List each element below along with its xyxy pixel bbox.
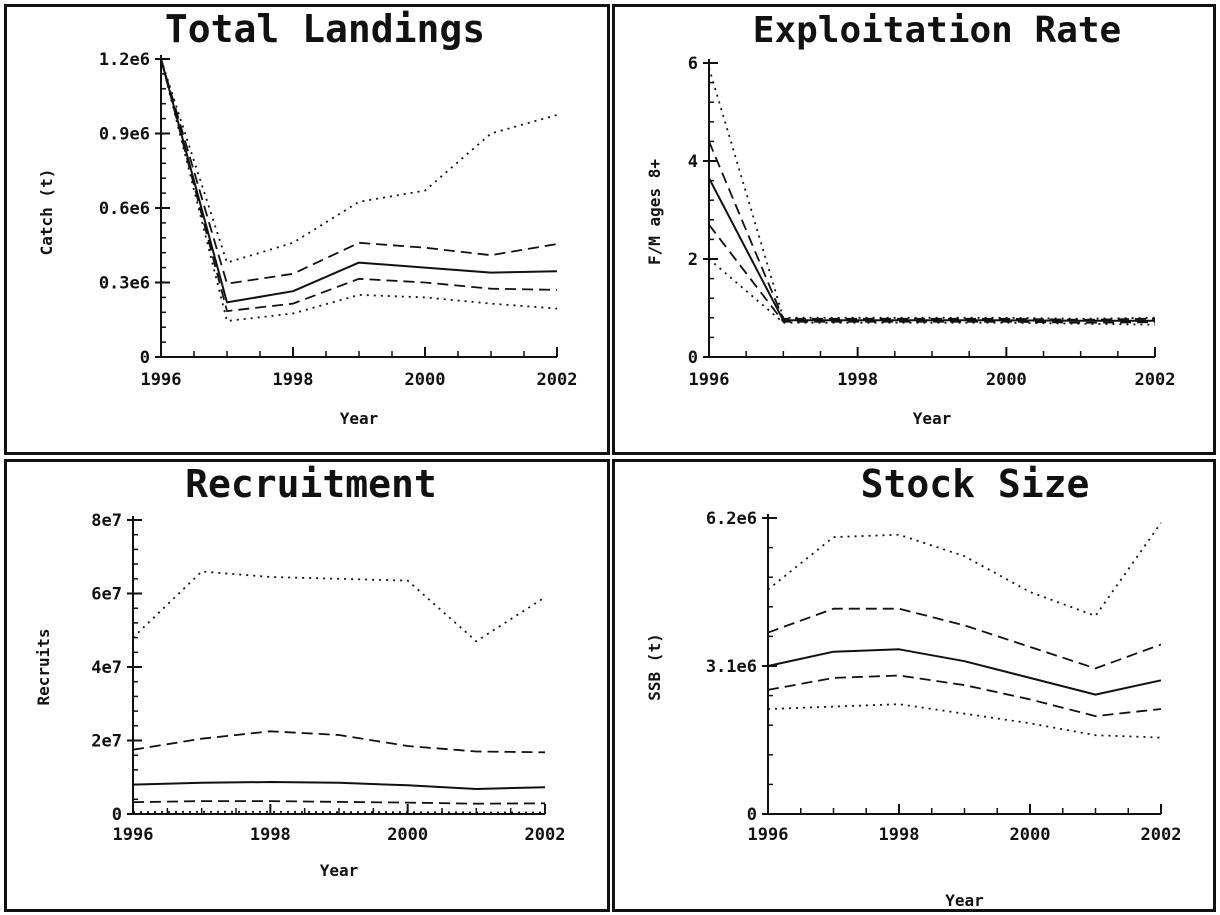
- x-tick-label: 1998: [250, 825, 291, 845]
- y-tick-label: 8e7: [91, 511, 122, 531]
- exploitation-rate-chart: Exploitation Rate 0 2 4 6 1996 1998 2000 2002 Yea…: [645, 10, 1176, 428]
- x-tick-label: 2000: [387, 825, 428, 845]
- x-tick-label: 2002: [1141, 825, 1182, 845]
- y-tick-label: 1.2e6: [99, 50, 150, 70]
- y-tick-label: 0.3e6: [99, 274, 150, 294]
- y-tick-label: 0: [688, 348, 698, 368]
- series-line-dashed: [132, 730, 546, 754]
- x-axis-label: Year: [945, 891, 984, 909]
- y-axis-label: Recruits: [34, 628, 53, 705]
- recruitment-chart: Recruitment 0 2e7 4e7 6e7 8e7 1996 1998 2000 2002…: [34, 462, 566, 880]
- x-tick-label: 1996: [748, 825, 789, 845]
- series-line-dashed: [132, 800, 546, 805]
- x-tick-label: 1996: [141, 370, 182, 390]
- chart-title: Exploitation Rate: [753, 10, 1121, 51]
- x-tick-label: 1998: [273, 370, 314, 390]
- y-axis-label: Catch (t): [37, 169, 56, 256]
- y-tick-label: 6.2e6: [706, 509, 757, 529]
- y-axis-label: F/M ages 8+: [645, 159, 664, 265]
- series-line-dotted: [160, 58, 558, 264]
- series-line-dashed: [767, 674, 1162, 718]
- series-line-dotted: [708, 67, 1156, 320]
- stock-size-chart: Stock Size 0 3.1e6 6.2e6 1996 1998 2000 2002 Yea…: [645, 462, 1182, 909]
- series-line-solid: [132, 781, 546, 790]
- x-tick-label: 1998: [837, 370, 878, 390]
- total-landings-chart: Total Landings 0 0.3e6 0.6e6 0.9e6 1.2e6 1996 1…: [37, 7, 578, 428]
- x-tick-label: 1996: [689, 370, 730, 390]
- y-tick-label: 6e7: [91, 585, 122, 605]
- y-tick-label: 0: [747, 805, 757, 825]
- y-tick-label: 0: [140, 348, 150, 368]
- y-axis-label: SSB (t): [645, 633, 664, 700]
- y-tick-label: 2: [688, 250, 698, 270]
- x-tick-label: 2000: [1010, 825, 1051, 845]
- series-line-dashed: [708, 141, 1156, 321]
- y-tick-label: 3.1e6: [706, 657, 757, 677]
- series-line-dotted: [767, 522, 1162, 617]
- chart-title: Stock Size: [861, 462, 1090, 506]
- chart-panel-stock-size: Stock Size 0 3.1e6 6.2e6 1996 1998 2000 2002 Yea…: [612, 459, 1216, 912]
- x-tick-label: 2002: [525, 825, 566, 845]
- series-line-dashed: [708, 224, 1156, 324]
- x-tick-label: 2000: [986, 370, 1027, 390]
- x-tick-label: 1996: [113, 825, 154, 845]
- x-axis-label: Year: [340, 409, 379, 428]
- chart-title: Total Landings: [165, 7, 485, 51]
- y-tick-label: 0: [112, 805, 122, 825]
- series-line-dashed: [160, 58, 558, 313]
- y-tick-label: 4: [688, 152, 698, 172]
- series-line-dotted: [767, 703, 1162, 739]
- x-axis-label: Year: [320, 861, 359, 880]
- chart-panel-total-landings: Total Landings 0 0.3e6 0.6e6 0.9e6 1.2e6 1996 1…: [4, 4, 610, 455]
- series-line-dashed: [160, 58, 558, 285]
- series-line-dashed: [767, 607, 1162, 670]
- x-axis-label: Year: [913, 409, 952, 428]
- y-tick-label: 6: [688, 54, 698, 74]
- x-tick-label: 2002: [537, 370, 578, 390]
- y-tick-label: 0.9e6: [99, 125, 150, 145]
- series-line-dotted: [132, 570, 546, 643]
- series-line-solid: [767, 648, 1162, 696]
- chart-panel-recruitment: Recruitment 0 2e7 4e7 6e7 8e7 1996 1998 2000 2002…: [4, 459, 610, 912]
- y-tick-label: 0.6e6: [99, 199, 150, 219]
- y-tick-label: 4e7: [91, 658, 122, 678]
- series-line-solid: [160, 58, 558, 304]
- chart-panel-exploitation-rate: Exploitation Rate 0 2 4 6 1996 1998 2000 2002 Yea…: [612, 4, 1216, 455]
- x-tick-label: 2002: [1135, 370, 1176, 390]
- y-tick-label: 2e7: [91, 732, 122, 752]
- chart-title: Recruitment: [185, 462, 437, 506]
- x-tick-label: 1998: [879, 825, 920, 845]
- series-line-dotted: [708, 258, 1156, 326]
- series-line-dotted: [132, 810, 545, 814]
- x-tick-label: 2000: [405, 370, 446, 390]
